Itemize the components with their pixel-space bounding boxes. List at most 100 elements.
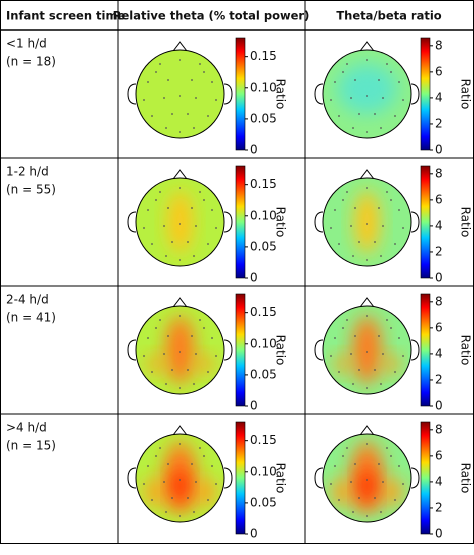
electrode — [167, 79, 169, 81]
electrode — [193, 255, 195, 257]
electrode — [334, 81, 336, 83]
blob — [165, 316, 195, 384]
electrode — [366, 387, 368, 389]
electrode — [151, 371, 153, 373]
electrode — [394, 243, 396, 245]
electrode — [390, 199, 392, 201]
tick-label: 2 — [435, 244, 443, 258]
topomap — [127, 297, 233, 395]
electrode — [330, 99, 332, 101]
electrode — [334, 209, 336, 211]
tick-label: 0 — [435, 271, 443, 285]
electrode — [193, 383, 195, 385]
electrode — [179, 351, 181, 353]
electrode — [334, 465, 336, 467]
ear — [410, 211, 420, 233]
electrode — [398, 81, 400, 83]
electrode — [386, 191, 388, 193]
tick-label: 6 — [435, 448, 443, 462]
header: Theta/beta ratio — [336, 9, 441, 23]
topomap — [314, 425, 420, 523]
topomap — [127, 425, 233, 523]
tick-label: 0.10 — [250, 464, 277, 478]
ear — [410, 467, 420, 489]
tick-label: 0.15 — [250, 49, 277, 63]
blob — [192, 478, 216, 506]
blob — [144, 478, 168, 506]
tick-label: 8 — [435, 294, 443, 308]
tick-label: 0.05 — [250, 495, 277, 509]
electrode — [382, 97, 384, 99]
electrode — [334, 337, 336, 339]
tick-label: 0 — [250, 271, 258, 285]
electrode — [155, 71, 157, 73]
electrode — [366, 59, 368, 61]
tick-label: 0.10 — [250, 208, 277, 222]
electrode — [330, 227, 332, 229]
electrode — [199, 191, 201, 193]
blob — [195, 354, 213, 374]
map — [136, 306, 224, 394]
electrode — [179, 315, 181, 317]
electrode — [155, 327, 157, 329]
electrode — [380, 383, 382, 385]
electrode — [147, 337, 149, 339]
colorbar — [235, 165, 246, 279]
electrode — [151, 115, 153, 117]
electrode — [394, 115, 396, 117]
electrode — [193, 511, 195, 513]
electrode — [398, 337, 400, 339]
electrode — [163, 225, 165, 227]
ear — [223, 339, 233, 361]
tick-label: 4 — [435, 474, 443, 488]
electrode — [195, 353, 197, 355]
colorbar — [235, 421, 246, 535]
electrode — [195, 481, 197, 483]
tick-label: 0 — [435, 527, 443, 541]
outline — [135, 433, 225, 523]
row-n: (n = 18) — [6, 55, 56, 69]
electrode — [338, 499, 340, 501]
tick-label: 6 — [435, 192, 443, 206]
blob — [334, 354, 352, 374]
scalp — [136, 50, 224, 138]
electrode — [171, 369, 173, 371]
tick-label: 0.10 — [250, 336, 277, 350]
electrode — [382, 225, 384, 227]
electrode — [179, 95, 181, 97]
blob — [357, 470, 377, 502]
nose — [359, 41, 375, 52]
electrode — [147, 209, 149, 211]
electrode — [338, 243, 340, 245]
electrode — [211, 81, 213, 83]
electrode — [366, 315, 368, 317]
nose — [172, 169, 188, 180]
electrode — [382, 481, 384, 483]
electrode — [366, 351, 368, 353]
electrode — [342, 455, 344, 457]
electrode — [199, 447, 201, 449]
map — [323, 306, 411, 394]
electrode — [143, 355, 145, 357]
electrode — [366, 479, 368, 481]
electrode — [352, 383, 354, 385]
tick-label: 6 — [435, 320, 443, 334]
axis-label: Ratio — [274, 79, 288, 110]
electrode — [215, 355, 217, 357]
blob — [379, 478, 403, 506]
electrode — [147, 465, 149, 467]
electrode — [165, 511, 167, 513]
electrode — [352, 127, 354, 129]
electrode — [165, 255, 167, 257]
ear — [223, 83, 233, 105]
topomap — [314, 169, 420, 267]
tick-label: 8 — [435, 166, 443, 180]
tick-label: 0.10 — [250, 80, 277, 94]
electrode — [215, 483, 217, 485]
electrode — [211, 209, 213, 211]
row-label: 2-4 h/d — [6, 293, 49, 307]
ear — [314, 467, 324, 489]
map — [323, 178, 411, 266]
electrode — [350, 97, 352, 99]
